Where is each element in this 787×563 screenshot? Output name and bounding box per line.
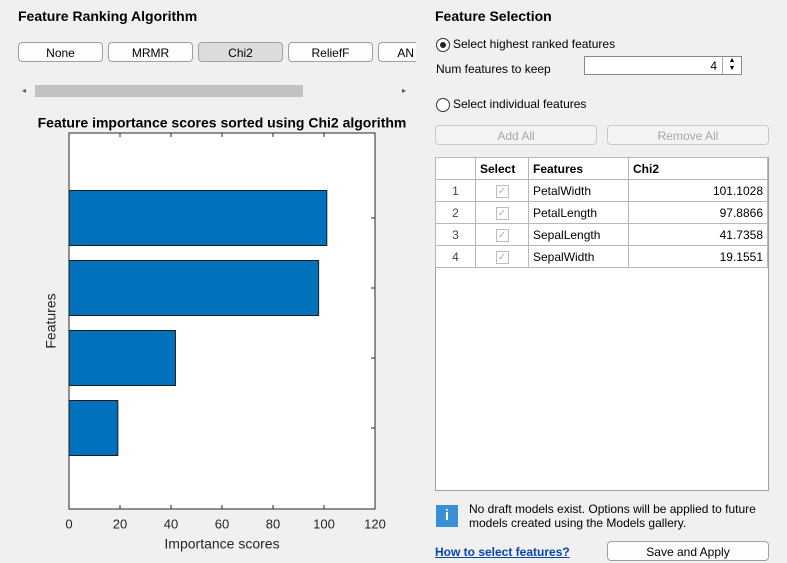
select-cell: ✓	[475, 201, 529, 224]
checkbox[interactable]: ✓	[495, 229, 509, 242]
select-cell: ✓	[475, 179, 529, 202]
spinner-label: Num features to keep	[436, 62, 551, 76]
chart-title: Feature importance scores sorted using C…	[38, 115, 407, 131]
select-cell: ✓	[475, 223, 529, 246]
algorithm-button[interactable]: ReliefF	[288, 42, 373, 62]
row-index: 2	[435, 201, 476, 224]
table-row: 4 ✓ SepalWidth 19.1551	[435, 245, 768, 268]
bar	[68, 190, 328, 246]
info-text: No draft models exist. Options will be a…	[469, 502, 756, 530]
help-link[interactable]: How to select features?	[435, 545, 570, 559]
x-tick-label: 80	[266, 516, 280, 531]
feature-name: SepalWidth	[528, 245, 629, 268]
scroll-left[interactable]: ◂	[22, 86, 27, 95]
select-cell: ✓	[475, 245, 529, 268]
score-cell: 97.8866	[628, 201, 768, 224]
table-row: 1 ✓ PetalWidth 101.1028	[435, 179, 768, 202]
score-cell: 101.1028	[628, 179, 768, 202]
radio-label[interactable]: Select individual features	[453, 97, 587, 111]
feature-name: PetalWidth	[528, 179, 629, 202]
bar	[68, 400, 119, 456]
panel-title: Feature Ranking Algorithm	[18, 8, 198, 24]
column-header: Chi2	[628, 157, 768, 180]
bar	[68, 260, 320, 316]
y-axis-label: Features	[43, 293, 59, 348]
score-cell: 41.7358	[628, 223, 768, 246]
radio-label[interactable]: Select highest ranked features	[453, 37, 616, 51]
row-index: 4	[435, 245, 476, 268]
row-index: 3	[435, 223, 476, 246]
checkbox[interactable]: ✓	[495, 251, 509, 264]
column-header: Select	[475, 157, 529, 180]
remove-all-button[interactable]: Remove All	[607, 125, 769, 145]
algorithm-button[interactable]: AN	[378, 42, 416, 62]
x-axis-label: Importance scores	[164, 536, 279, 552]
table-row: 2 ✓ PetalLength 97.8866	[435, 201, 768, 224]
radio[interactable]	[436, 98, 450, 112]
checkbox[interactable]: ✓	[495, 207, 509, 220]
save-button[interactable]: Save and Apply	[607, 541, 769, 561]
add-all-button[interactable]: Add All	[435, 125, 597, 145]
spinner-value: 4	[710, 59, 717, 73]
chart: Feature importance scores sorted using C…	[38, 115, 407, 552]
x-tick-label: 60	[215, 516, 229, 531]
table-row: 3 ✓ SepalLength 41.7358	[435, 223, 768, 246]
algorithm-button[interactable]: None	[18, 42, 103, 62]
info-icon: i	[436, 505, 458, 527]
scrollbar-thumb[interactable]	[35, 85, 303, 97]
row-index: 1	[435, 179, 476, 202]
x-tick-label: 40	[164, 516, 178, 531]
score-cell: 19.1551	[628, 245, 768, 268]
x-tick-label: 100	[313, 516, 335, 531]
algorithm-button[interactable]: MRMR	[108, 42, 193, 62]
bar	[68, 330, 176, 386]
radio[interactable]	[436, 38, 450, 52]
algorithm-button[interactable]: Chi2	[198, 42, 283, 62]
feature-name: SepalLength	[528, 223, 629, 246]
feature-table: Select Features Chi2 1 ✓ PetalWidth 101.1028 2 ✓…	[435, 157, 769, 491]
panel-title: Feature Selection	[435, 8, 552, 24]
x-tick-label: 120	[364, 516, 386, 531]
column-header: Features	[528, 157, 629, 180]
x-tick-label: 0	[65, 516, 72, 531]
feature-name: PetalLength	[528, 201, 629, 224]
spinner[interactable]: 4 ▲ ▼	[584, 56, 742, 75]
scroll-right[interactable]: ▸	[402, 86, 407, 95]
x-tick-label: 20	[113, 516, 127, 531]
checkbox[interactable]: ✓	[495, 185, 509, 198]
